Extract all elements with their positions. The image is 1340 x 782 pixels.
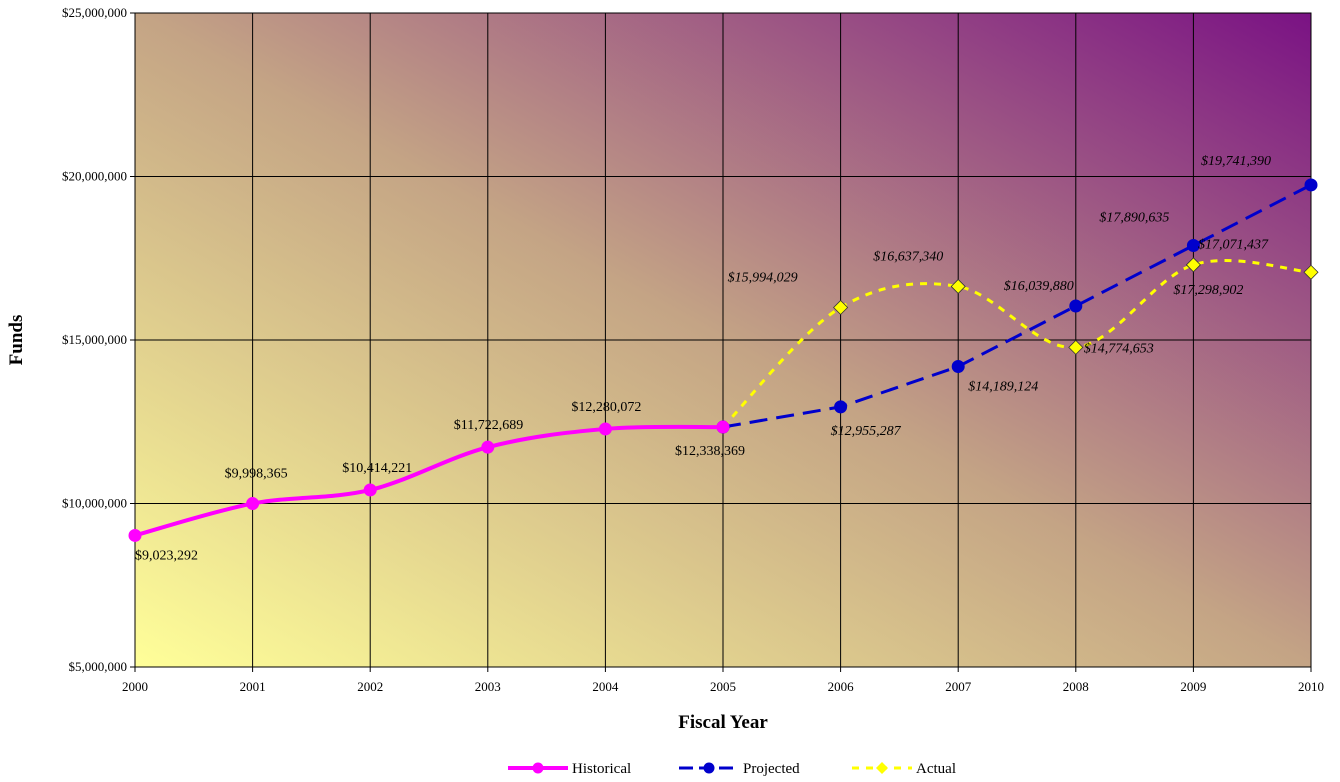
x-tick-label: 2009 xyxy=(1180,679,1206,694)
actual-point xyxy=(833,299,849,316)
legend-historical-marker xyxy=(532,762,544,774)
series-lines xyxy=(128,178,1319,542)
projected-point xyxy=(834,400,848,414)
x-axis-title: Fiscal Year xyxy=(678,712,768,733)
x-tick-label: 2002 xyxy=(357,679,383,694)
actual-point xyxy=(1185,257,1201,273)
projected-point xyxy=(1069,299,1083,313)
projected-point xyxy=(1304,178,1318,192)
historical-point xyxy=(481,440,495,454)
x-tick-label: 2010 xyxy=(1298,679,1324,694)
historical-point xyxy=(716,420,730,434)
historical-data-label: $11,722,689 xyxy=(454,418,523,433)
legend-projected-label: Projected xyxy=(743,761,800,777)
x-tick-label: 2006 xyxy=(828,679,855,694)
actual-data-label: $14,774,653 xyxy=(1084,341,1154,356)
projected-data-label: $17,890,635 xyxy=(1099,210,1169,225)
actual-point xyxy=(950,278,966,295)
projected-data-label: $19,741,390 xyxy=(1201,154,1271,169)
actual-data-label: $17,298,902 xyxy=(1173,283,1243,298)
actual-data-label: $15,994,029 xyxy=(728,270,798,285)
gridlines xyxy=(135,13,1311,667)
x-tick-label: 2001 xyxy=(240,679,266,694)
y-tick-label: $10,000,000 xyxy=(62,496,127,511)
y-tick-label: $5,000,000 xyxy=(69,659,128,674)
historical-point xyxy=(128,528,142,542)
legend-actual-label: Actual xyxy=(916,761,956,777)
y-tick-label: $20,000,000 xyxy=(62,169,127,184)
x-tick-label: 2007 xyxy=(945,679,972,694)
x-tick-label: 2008 xyxy=(1063,679,1089,694)
y-axis-ticks: $5,000,000 $10,000,000 $15,000,000 $20,000,… xyxy=(62,5,135,674)
historical-series-line xyxy=(134,424,724,538)
historical-data-label: $10,414,221 xyxy=(342,461,412,476)
projected-data-label: $14,189,124 xyxy=(968,380,1038,395)
projected-point xyxy=(951,360,965,374)
historical-data-label: $12,280,072 xyxy=(571,400,641,415)
projected-point xyxy=(1186,238,1200,252)
projected-series-line xyxy=(722,183,1312,429)
x-tick-label: 2004 xyxy=(592,679,619,694)
projected-data-label: $12,955,287 xyxy=(831,424,902,439)
historical-data-label: $12,338,369 xyxy=(675,444,745,459)
legend-actual-marker xyxy=(876,762,888,774)
legend-historical-label: Historical xyxy=(572,761,631,777)
legend: Historical Projected Actual xyxy=(508,761,956,777)
historical-data-label: $9,998,365 xyxy=(225,467,288,482)
projected-data-label: $16,039,880 xyxy=(1004,279,1074,294)
y-tick-label: $15,000,000 xyxy=(62,332,127,347)
x-axis-ticks: 2000 2001 2002 2003 2004 2005 2006 2007 2008 2009… xyxy=(122,667,1324,694)
historical-point xyxy=(246,497,260,511)
legend-projected-marker xyxy=(703,762,715,774)
historical-point xyxy=(363,483,377,497)
actual-data-label: $16,637,340 xyxy=(873,249,943,264)
data-labels: $15,994,029 $16,637,340 $14,774,653 $17,298… xyxy=(135,154,1271,563)
actual-data-label: $17,071,437 xyxy=(1198,237,1269,252)
y-axis-title: Funds xyxy=(6,315,27,366)
y-tick-label: $25,000,000 xyxy=(62,5,127,20)
actual-point xyxy=(1068,339,1084,355)
actual-series-line xyxy=(721,259,1312,429)
historical-point xyxy=(598,422,612,436)
x-tick-label: 2000 xyxy=(122,679,148,694)
x-tick-label: 2005 xyxy=(710,679,736,694)
x-tick-label: 2003 xyxy=(475,679,501,694)
historical-data-label: $9,023,292 xyxy=(135,548,198,563)
actual-point xyxy=(1303,264,1319,280)
